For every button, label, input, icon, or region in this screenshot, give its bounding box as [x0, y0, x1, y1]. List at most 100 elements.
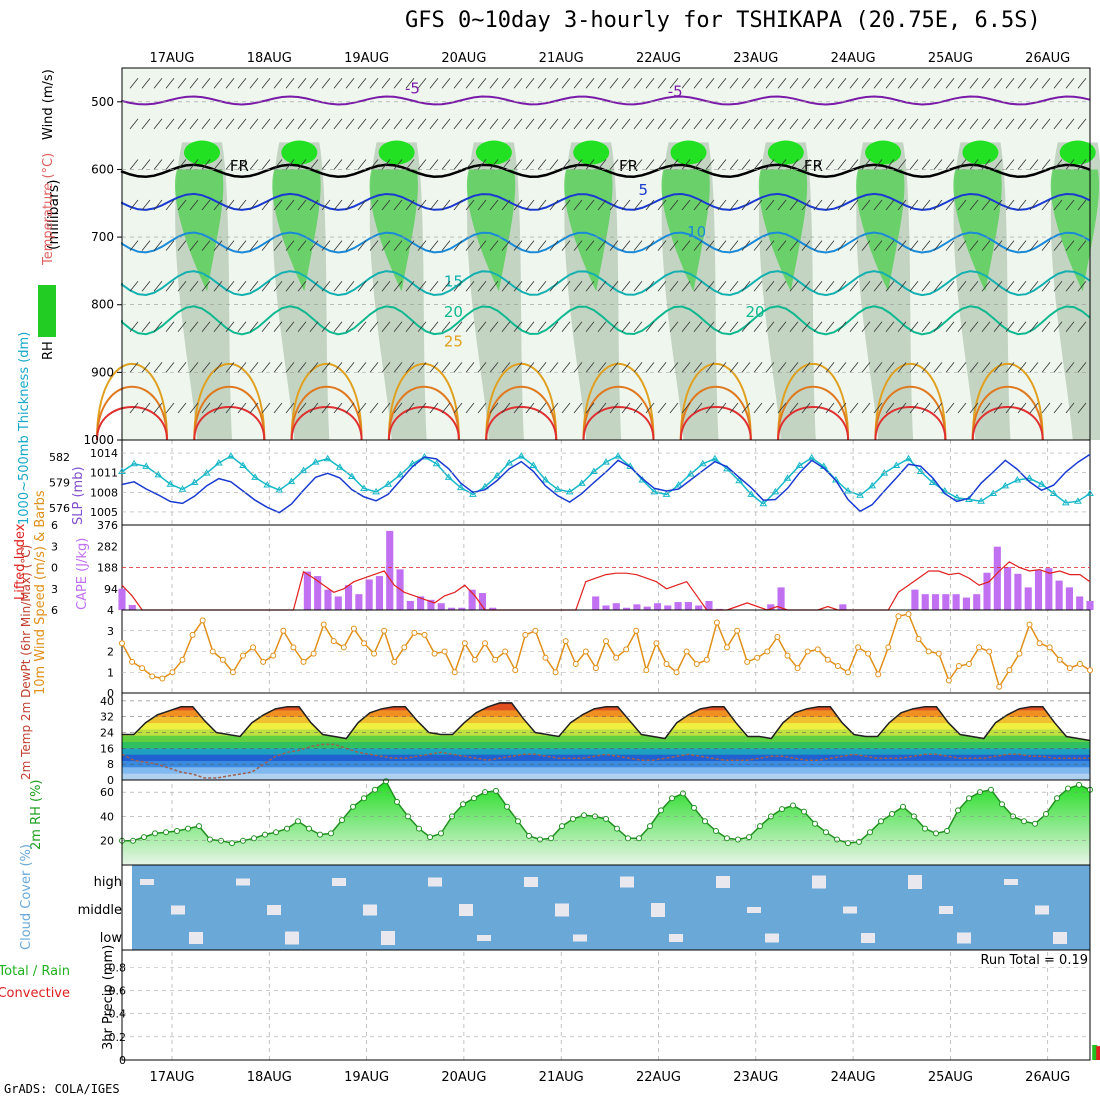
rh-shading-saturated: [281, 140, 318, 165]
wind-barb: [417, 402, 427, 414]
wind-barb: [513, 159, 523, 170]
contour-label: 20: [444, 303, 463, 321]
wind-barb: [585, 118, 595, 130]
cloud-axis-label: Cloud Cover (%): [19, 844, 34, 950]
wind-barb: [813, 159, 823, 170]
wind-barb: [597, 402, 607, 414]
rh-tick-label: 20: [100, 835, 114, 848]
slp-tick-label: 1011: [90, 467, 118, 480]
wind-barb: [477, 78, 487, 89]
wind-speed-series-point: [199, 617, 206, 624]
wind-barb: [597, 159, 607, 170]
wind-barb: [693, 240, 703, 251]
thickness-series-point: [214, 458, 223, 466]
thickness-series-point: [529, 461, 538, 468]
rh-legend-swatch: [38, 285, 56, 337]
wind-barb: [153, 199, 163, 211]
wind-barb: [201, 199, 211, 211]
wind-barb: [345, 321, 355, 333]
wind-barb: [885, 159, 895, 170]
x-tick-label-top: 20AUG: [441, 51, 486, 66]
wind-barb: [789, 78, 799, 89]
wind-barb: [369, 321, 379, 333]
wind-barb: [933, 362, 943, 373]
wind-barb: [813, 402, 823, 414]
wind-barb: [237, 78, 247, 89]
wind-barb: [477, 321, 487, 333]
wind-barb: [225, 280, 235, 292]
cape-bar: [962, 597, 970, 610]
wind-barb: [873, 118, 883, 130]
wind-speed-series-point: [219, 656, 226, 663]
wind-tick-label: 1: [107, 666, 114, 679]
y-tick-label: 800: [91, 298, 114, 312]
wind-barb: [621, 159, 631, 170]
rh-series-point: [834, 836, 840, 843]
wind-speed-series-point: [280, 627, 287, 634]
thickness-series-point: [348, 472, 356, 480]
wind-barb: [741, 199, 751, 211]
wind-barb: [993, 362, 1003, 373]
cape-bar: [911, 589, 919, 610]
wind-barb: [633, 199, 643, 211]
thickness-series-point: [674, 481, 683, 488]
wind-speed-series-point: [240, 652, 246, 659]
cape-bar: [365, 579, 373, 610]
cape-bar: [1034, 570, 1043, 610]
wind-barb: [465, 199, 475, 211]
wind-barb: [561, 362, 571, 373]
wind-barb: [801, 78, 811, 89]
wind-barb: [813, 362, 823, 373]
wind-speed-series-point: [1056, 656, 1063, 663]
cloud-block: [267, 905, 281, 915]
y-tick-label: 700: [91, 230, 114, 244]
wind-barb: [309, 402, 319, 414]
wind-barb: [273, 240, 283, 251]
wind-barb: [261, 118, 271, 130]
temperature-tick-label: 32: [100, 711, 114, 724]
wind-barb: [861, 280, 871, 292]
wind-barb: [873, 199, 883, 211]
temperature-axis-label: Temperature (°C): [41, 153, 56, 266]
wind-barb: [981, 362, 991, 373]
wind-barb: [225, 78, 235, 89]
wind-speed-series-point: [885, 644, 892, 651]
cloud-block: [236, 878, 250, 886]
wind-barb: [189, 199, 199, 211]
wind-barb: [813, 78, 823, 89]
wind-barb: [429, 402, 439, 414]
wind-barb: [669, 402, 679, 414]
wind-barb: [645, 402, 655, 414]
wind-barb: [357, 199, 367, 211]
thickness-series-point: [916, 467, 925, 474]
wind-barb: [381, 321, 391, 333]
wind-speed-series-point: [532, 627, 539, 634]
contour-label: 15: [444, 272, 463, 290]
thickness-series-point: [662, 490, 671, 497]
wind-barb: [1053, 402, 1063, 414]
wind-barb: [633, 118, 643, 130]
wind-barb: [1065, 78, 1075, 89]
wind-barb: [705, 240, 715, 251]
wind-barb: [861, 321, 871, 333]
wind-barb: [573, 78, 583, 89]
wind-speed-series-point: [300, 658, 307, 665]
wind-barb: [225, 240, 235, 251]
rh-tick-label: 60: [100, 786, 114, 799]
wind-speed-series-point: [169, 669, 176, 676]
wind-barb: [237, 240, 247, 251]
thickness-series-point: [1049, 489, 1058, 497]
wind-barb: [261, 159, 271, 170]
wind-barb: [309, 199, 319, 211]
wind-speed-series-point: [512, 667, 519, 674]
temperature-axis-label: 2m Temp 2m DewPt (6hr Min/Max) (°C): [19, 545, 33, 780]
cloud-block: [861, 933, 875, 943]
wind-barb: [897, 321, 907, 333]
wind-barb: [489, 280, 499, 292]
wind-barb: [465, 240, 475, 251]
wind-barb: [333, 199, 343, 211]
wind-barb: [153, 159, 163, 170]
wind-barb: [585, 362, 595, 373]
cape-bar: [324, 589, 332, 610]
temperature-color-band: [122, 710, 1090, 717]
